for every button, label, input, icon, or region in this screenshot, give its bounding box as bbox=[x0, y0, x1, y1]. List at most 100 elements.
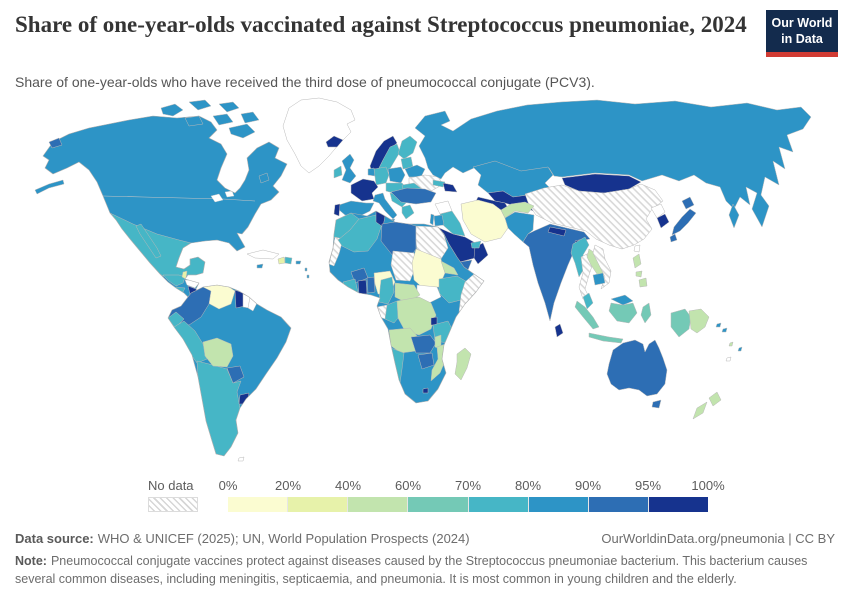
country-zimbabwe[interactable] bbox=[417, 352, 435, 370]
country-japan[interactable] bbox=[669, 196, 697, 243]
country-germany[interactable] bbox=[373, 166, 390, 186]
owid-logo-line2: in Data bbox=[781, 31, 823, 46]
chart-footer: Data source: WHO & UNICEF (2025); UN, Wor… bbox=[15, 531, 835, 589]
solomon-islands[interactable] bbox=[715, 322, 728, 333]
us-canada-border bbox=[102, 195, 256, 202]
legend-bin-90-95[interactable] bbox=[588, 497, 649, 512]
country-eritrea[interactable] bbox=[440, 260, 459, 276]
country-greenland[interactable] bbox=[282, 97, 356, 174]
country-madagascar[interactable] bbox=[454, 347, 472, 381]
country-united-kingdom[interactable] bbox=[341, 153, 357, 184]
tasmania-island[interactable] bbox=[651, 399, 662, 409]
country-turkey[interactable] bbox=[390, 187, 437, 205]
country-australia[interactable] bbox=[606, 339, 668, 397]
country-vietnam[interactable] bbox=[592, 244, 612, 290]
country-algeria[interactable] bbox=[337, 214, 383, 253]
country-philippines[interactable] bbox=[632, 253, 648, 288]
country-georgia[interactable] bbox=[432, 179, 446, 188]
country-ghana[interactable] bbox=[357, 279, 368, 295]
aleutian-islands[interactable] bbox=[34, 179, 65, 195]
legend-bin-80-90[interactable] bbox=[528, 497, 589, 512]
country-puerto-rico[interactable] bbox=[295, 260, 302, 265]
no-data-swatch[interactable] bbox=[148, 497, 198, 512]
country-vanuatu[interactable] bbox=[728, 341, 734, 347]
newfoundland-island[interactable] bbox=[258, 172, 270, 184]
territory-new-caledonia[interactable] bbox=[725, 356, 732, 362]
sakhalin-island[interactable] bbox=[728, 203, 740, 229]
country-jordan[interactable] bbox=[433, 214, 445, 227]
country-finland[interactable] bbox=[397, 135, 418, 160]
country-south-korea[interactable] bbox=[656, 213, 670, 229]
country-cameroon[interactable] bbox=[378, 276, 395, 305]
country-sri-lanka[interactable] bbox=[554, 323, 564, 338]
legend-bin-40-60[interactable] bbox=[348, 497, 409, 512]
note-text: Pneumococcal conjugate vaccines protect … bbox=[15, 554, 808, 586]
country-north-korea[interactable] bbox=[650, 203, 666, 219]
country-paraguay[interactable] bbox=[226, 365, 245, 384]
country-spain[interactable] bbox=[337, 200, 375, 218]
country-zambia[interactable] bbox=[410, 334, 437, 354]
world-choropleth-map[interactable] bbox=[33, 96, 818, 478]
country-iceland[interactable] bbox=[325, 135, 344, 148]
legend-tick: 70% bbox=[454, 478, 482, 493]
country-cuba[interactable] bbox=[246, 249, 280, 260]
legend-no-data[interactable]: No data bbox=[148, 478, 200, 512]
country-fiji[interactable] bbox=[737, 346, 743, 352]
lesser-antilles[interactable] bbox=[304, 267, 310, 279]
canadian-arctic-islands[interactable] bbox=[160, 99, 260, 139]
country-cambodia[interactable] bbox=[592, 272, 606, 286]
country-nepal[interactable] bbox=[547, 226, 567, 237]
country-indonesia[interactable] bbox=[574, 300, 692, 344]
chart-note: Note: Pneumococcal conjugate vaccines pro… bbox=[15, 553, 835, 589]
country-new-zealand[interactable] bbox=[692, 391, 722, 420]
country-dominican-republic[interactable] bbox=[284, 256, 293, 265]
country-baja-california[interactable] bbox=[135, 223, 162, 259]
country-malaysia-borneo[interactable] bbox=[610, 294, 634, 306]
country-poland[interactable] bbox=[387, 166, 406, 184]
legend-bin-95-100[interactable] bbox=[648, 497, 708, 512]
chart-subtitle: Share of one-year-olds who have received… bbox=[15, 74, 595, 90]
page-title: Share of one-year-olds vaccinated agains… bbox=[15, 12, 747, 37]
country-malaysia-peninsular[interactable] bbox=[582, 292, 594, 310]
legend-color-bar bbox=[228, 497, 708, 512]
region-togo-benin[interactable] bbox=[366, 276, 376, 294]
no-data-label: No data bbox=[148, 478, 194, 493]
legend-bin-20-40[interactable] bbox=[288, 497, 349, 512]
falkland-islands[interactable] bbox=[237, 456, 245, 462]
legend-bin-0-20[interactable] bbox=[228, 497, 289, 512]
country-italy[interactable] bbox=[372, 192, 398, 220]
legend-bin-60-70[interactable] bbox=[408, 497, 469, 512]
country-jamaica[interactable] bbox=[256, 263, 264, 269]
country-chad[interactable] bbox=[390, 250, 417, 282]
region-rwanda-burundi[interactable] bbox=[430, 316, 438, 326]
country-drc[interactable] bbox=[396, 296, 437, 336]
country-el-salvador[interactable] bbox=[174, 286, 186, 293]
country-azerbaijan[interactable] bbox=[442, 182, 458, 193]
country-bolivia[interactable] bbox=[202, 337, 234, 368]
legend-tick: 60% bbox=[394, 478, 422, 493]
country-papua-new-guinea[interactable] bbox=[688, 308, 710, 334]
country-pakistan[interactable] bbox=[504, 211, 535, 243]
country-uae[interactable] bbox=[470, 240, 482, 249]
legend-ticks: 0% 20% 40% 60% 70% 80% 90% 95% 100% bbox=[219, 478, 725, 497]
region-usa-canada[interactable] bbox=[33, 110, 303, 330]
country-greece[interactable] bbox=[401, 204, 415, 220]
country-israel[interactable] bbox=[429, 213, 435, 226]
owid-logo[interactable]: Our World in Data bbox=[766, 10, 838, 58]
country-france[interactable] bbox=[350, 178, 379, 202]
country-ireland[interactable] bbox=[333, 165, 343, 179]
legend-bin-70-80[interactable] bbox=[468, 497, 529, 512]
country-china[interactable] bbox=[524, 183, 664, 250]
bering-island[interactable] bbox=[48, 137, 63, 149]
country-portugal[interactable] bbox=[333, 203, 341, 217]
country-guatemala[interactable] bbox=[162, 274, 186, 287]
country-taiwan[interactable] bbox=[633, 244, 641, 253]
attribution-link[interactable]: OurWorldinData.org/pneumonia | CC BY bbox=[601, 531, 835, 546]
country-haiti[interactable] bbox=[277, 256, 286, 265]
country-belarus[interactable] bbox=[404, 164, 426, 178]
country-lesotho[interactable] bbox=[422, 387, 429, 394]
great-lakes bbox=[210, 190, 235, 203]
legend-tick: 40% bbox=[334, 478, 362, 493]
legend-tick: 80% bbox=[514, 478, 542, 493]
